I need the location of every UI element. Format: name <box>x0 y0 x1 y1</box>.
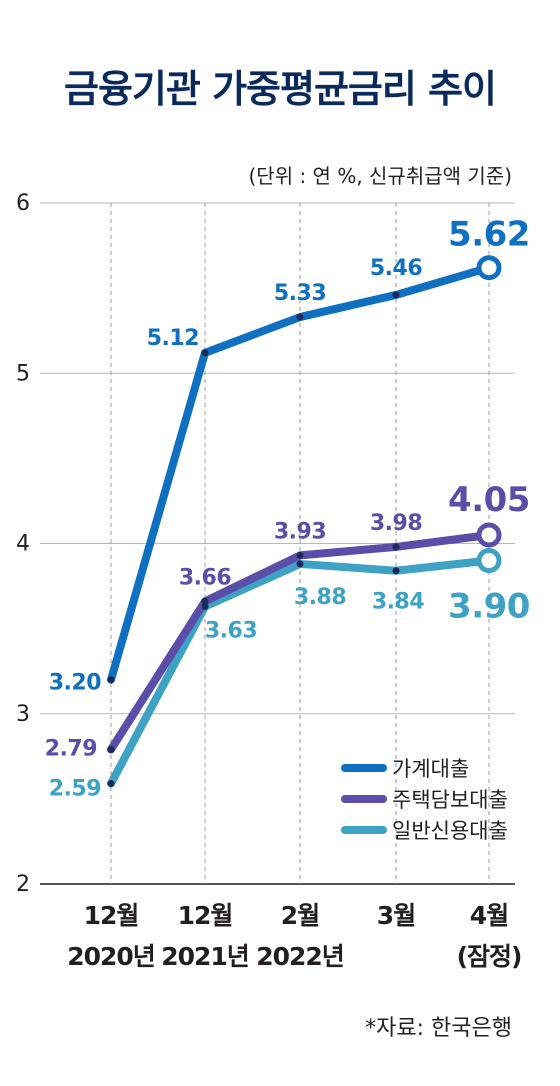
x-tick-label: (잠정) <box>457 942 522 971</box>
data-label: 2.59 <box>49 777 101 802</box>
data-label: 3.88 <box>294 585 346 610</box>
data-label: 5.33 <box>274 281 326 306</box>
y-tick-label: 2 <box>16 872 30 897</box>
series-point <box>392 567 400 575</box>
unit-note: (단위 : 연 %, 신규취급액 기준) <box>248 164 513 188</box>
data-label: 5.62 <box>448 215 530 255</box>
series-point <box>392 291 400 299</box>
data-label: 5.46 <box>370 256 422 281</box>
legend-label: 일반신용대출 <box>392 819 508 843</box>
y-tick-label: 6 <box>16 191 30 216</box>
chart-title: 금융기관 가중평균금리 추이 <box>64 67 497 111</box>
series-end-marker <box>476 255 502 281</box>
x-tick-label: 12월 <box>84 901 139 930</box>
x-tick-label: 12월 <box>178 901 233 930</box>
data-label: 5.12 <box>147 326 199 351</box>
x-tick-label: 2020년 <box>67 942 155 971</box>
series-point <box>296 560 304 568</box>
series-point <box>296 551 304 559</box>
y-tick-label: 5 <box>16 361 30 386</box>
series-point <box>107 746 115 754</box>
data-label: 3.90 <box>448 587 530 627</box>
data-label: 3.93 <box>274 519 326 544</box>
legend-label: 주택담보대출 <box>392 788 508 812</box>
data-label: 3.66 <box>179 565 231 590</box>
source-note: *자료: 한국은행 <box>365 1016 512 1041</box>
x-tick-label: 2021년 <box>161 942 249 971</box>
data-label: 3.84 <box>372 590 424 615</box>
data-label: 3.98 <box>370 511 422 536</box>
y-tick-label: 4 <box>16 532 30 557</box>
series-point <box>296 313 304 321</box>
data-label: 3.20 <box>49 671 101 696</box>
series-point <box>107 780 115 788</box>
series-point <box>107 676 115 684</box>
series-end-marker <box>476 548 502 574</box>
legend-label: 가계대출 <box>392 757 469 781</box>
series-point <box>392 543 400 551</box>
x-tick-label: 4월 <box>470 901 508 930</box>
series-end-marker <box>476 522 502 548</box>
series-point <box>201 597 209 605</box>
data-label: 4.05 <box>448 480 530 520</box>
x-tick-label: 2022년 <box>256 942 344 971</box>
data-label: 2.79 <box>45 737 97 762</box>
x-tick-label: 3월 <box>377 901 415 930</box>
x-tick-label: 2월 <box>281 901 319 930</box>
y-tick-label: 3 <box>16 702 30 727</box>
data-label: 3.63 <box>205 618 257 643</box>
series-point <box>201 602 209 610</box>
series-point <box>201 349 209 357</box>
